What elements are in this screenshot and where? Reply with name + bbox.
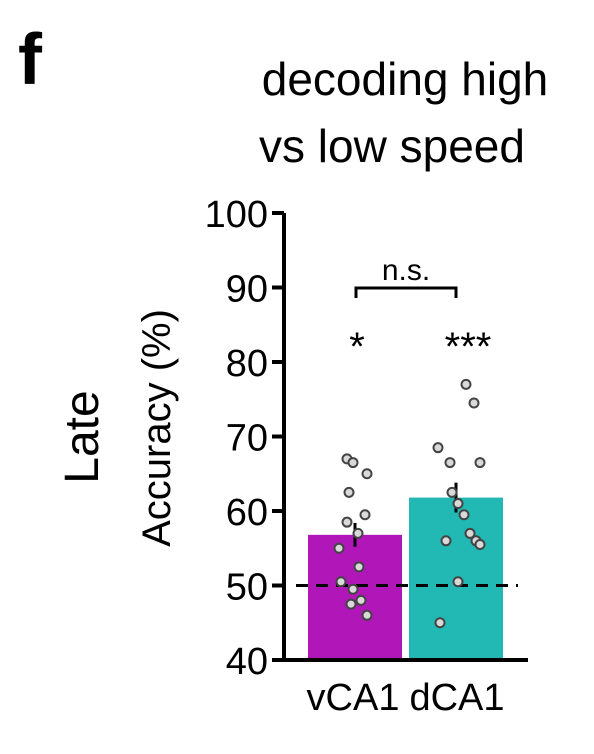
data-point-dCA1 [464,527,476,539]
data-point-vCA1 [343,486,355,498]
y-tick-label: 100 [205,194,268,236]
data-point-dCA1 [452,576,464,588]
row-label: Late [56,390,109,483]
data-point-vCA1 [361,609,373,621]
data-point-dCA1 [440,535,452,547]
y-axis-label: Accuracy (%) [135,309,179,547]
y-tick-label: 50 [226,567,268,609]
data-point-vCA1 [353,561,365,573]
data-point-dCA1 [434,617,446,629]
data-point-vCA1 [335,576,347,588]
significance-vCA1: * [349,325,365,369]
bar-vCA1 [308,534,402,660]
x-tick-label-dCA1: dCA1 [409,677,504,719]
data-point-dCA1 [468,397,480,409]
data-point-dCA1 [474,457,486,469]
data-point-vCA1 [359,509,371,521]
data-point-vCA1 [361,468,373,480]
y-tick-label: 70 [226,418,268,460]
data-point-dCA1 [446,486,458,498]
data-point-dCA1 [452,498,464,510]
data-point-vCA1 [347,583,359,595]
data-point-dCA1 [444,457,456,469]
data-point-dCA1 [432,442,444,454]
comparison-label: n.s. [382,254,430,287]
panel-letter: f [18,20,43,100]
data-point-vCA1 [352,527,364,539]
data-point-vCA1 [333,542,345,554]
data-point-vCA1 [341,516,353,528]
y-tick-label: 90 [226,269,268,311]
y-tick-label: 60 [226,492,268,534]
data-point-vCA1 [347,457,359,469]
data-point-vCA1 [345,598,357,610]
chart-title-line-2: vs low speed [259,120,525,172]
data-point-dCA1 [458,509,470,521]
chart-title-line-1: decoding high [262,53,548,105]
significance-dCA1: *** [445,325,492,369]
x-tick-label-vCA1: vCA1 [307,677,400,719]
comparison-bracket [354,286,458,298]
y-tick-label: 80 [226,343,268,385]
y-tick-label: 40 [226,641,268,683]
data-point-dCA1 [474,539,486,551]
data-point-dCA1 [460,378,472,390]
data-point-vCA1 [355,594,367,606]
